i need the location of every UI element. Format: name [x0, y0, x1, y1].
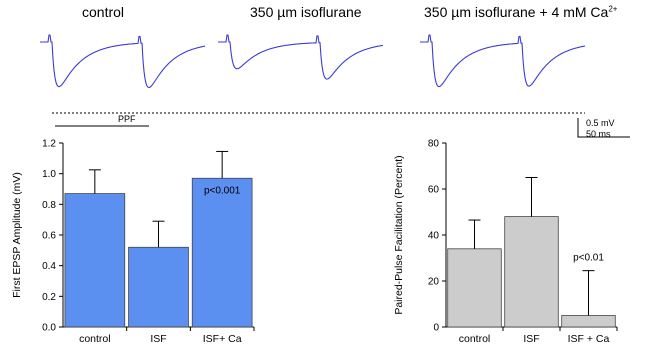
trace-title-isoflurane-calcium: 350 µm isoflurane + 4 mM Ca2+ — [424, 4, 618, 20]
y-tick-label: 60 — [428, 185, 440, 196]
significance-label: p<0.001 — [204, 185, 241, 196]
bar — [128, 246, 189, 328]
bar — [504, 216, 559, 328]
significance-label: p<0.01 — [573, 253, 604, 264]
x-tick-label: control — [79, 333, 111, 345]
y-tick-label: 20 — [428, 277, 440, 288]
bar — [447, 248, 502, 328]
scale-bar-voltage: 0.5 mV — [586, 118, 615, 128]
paired-pulse-facilitation-chart: 0 20 40 60 80 control ISF ISF + Ca p<0.01 Paired-… — [393, 139, 618, 345]
y-axis-label: First EPSP Amplitude (mV) — [11, 172, 23, 298]
y-tick-label: 40 — [428, 231, 440, 242]
ppf-label: PPF — [118, 114, 136, 124]
bar — [64, 193, 126, 328]
y-tick-label: 0.8 — [42, 200, 56, 211]
first-epsp-amplitude-chart: 0.0 0.2 0.4 0.6 0.8 1.0 1.2 control ISF ISF+ Ca p<… — [11, 139, 255, 345]
y-tick-label: 1.0 — [42, 169, 56, 180]
y-tick-label: 0 — [433, 323, 439, 334]
epsp-trace — [218, 34, 384, 80]
y-tick-label: 1.2 — [42, 139, 56, 150]
epsp-trace — [40, 34, 206, 89]
x-tick-label: ISF+ Ca — [203, 333, 242, 345]
x-tick-label: ISF — [150, 333, 166, 345]
x-tick-label: ISF — [523, 333, 539, 345]
x-tick-label: ISF + Ca — [568, 333, 610, 345]
y-tick-label: 0.2 — [42, 292, 56, 303]
scale-bar-time: 50 ms — [586, 129, 611, 139]
epsp-trace — [420, 34, 586, 88]
trace-title-isoflurane: 350 µm isoflurane — [250, 4, 362, 20]
trace-title-control: control — [82, 4, 125, 20]
y-tick-label: 0.6 — [42, 231, 56, 242]
y-axis-label: Paired-Pulse Facilitation (Percent) — [393, 155, 405, 314]
bar — [561, 315, 616, 328]
scale-bar — [577, 118, 630, 138]
y-tick-label: 0.4 — [42, 261, 56, 272]
bar — [191, 177, 253, 328]
y-tick-label: 0.0 — [42, 323, 56, 334]
y-tick-label: 80 — [428, 139, 440, 150]
epsp-traces — [40, 34, 586, 89]
x-tick-label: control — [459, 333, 491, 345]
